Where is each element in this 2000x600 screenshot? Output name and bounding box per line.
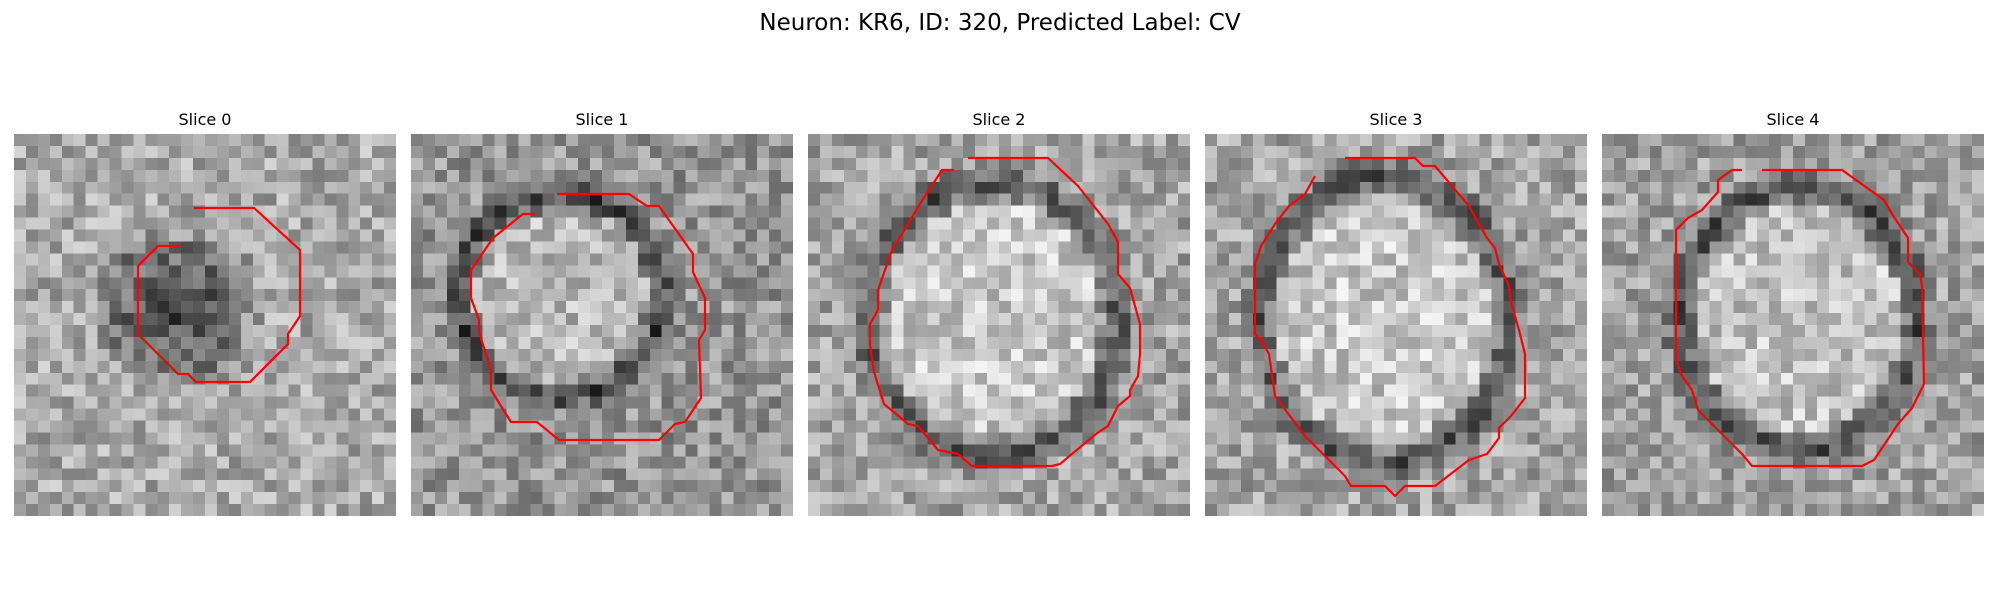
slice-contour-0 (136, 206, 302, 384)
slice-contour-2 (868, 156, 1142, 468)
slice-panel-0: Slice 0 (14, 108, 396, 516)
slice-pixels-2 (808, 134, 1190, 516)
slice-title-1: Slice 1 (575, 110, 629, 129)
slice-contour-1 (469, 192, 707, 442)
slice-contour-4 (1674, 168, 1926, 468)
slice-panel-2: Slice 2 (808, 108, 1190, 516)
slice-image-2 (808, 134, 1190, 516)
slice-pixels-3 (1205, 134, 1587, 516)
slice-pixels-0 (14, 134, 396, 516)
slice-title-3: Slice 3 (1369, 110, 1423, 129)
slice-panel-1: Slice 1 (411, 108, 793, 516)
slice-title-4: Slice 4 (1766, 110, 1820, 129)
slice-panel-4: Slice 4 (1602, 108, 1984, 516)
slice-image-0 (14, 134, 396, 516)
slice-panel-3: Slice 3 (1205, 108, 1587, 516)
slice-pixels-1 (411, 134, 793, 516)
slice-image-3 (1205, 134, 1587, 516)
slice-image-4 (1602, 134, 1984, 516)
slice-contour-3 (1253, 156, 1527, 498)
slice-title-2: Slice 2 (972, 110, 1026, 129)
figure-title: Neuron: KR6, ID: 320, Predicted Label: C… (759, 10, 1241, 36)
slice-image-1 (411, 134, 793, 516)
slice-pixels-4 (1602, 134, 1984, 516)
slice-title-0: Slice 0 (178, 110, 232, 129)
